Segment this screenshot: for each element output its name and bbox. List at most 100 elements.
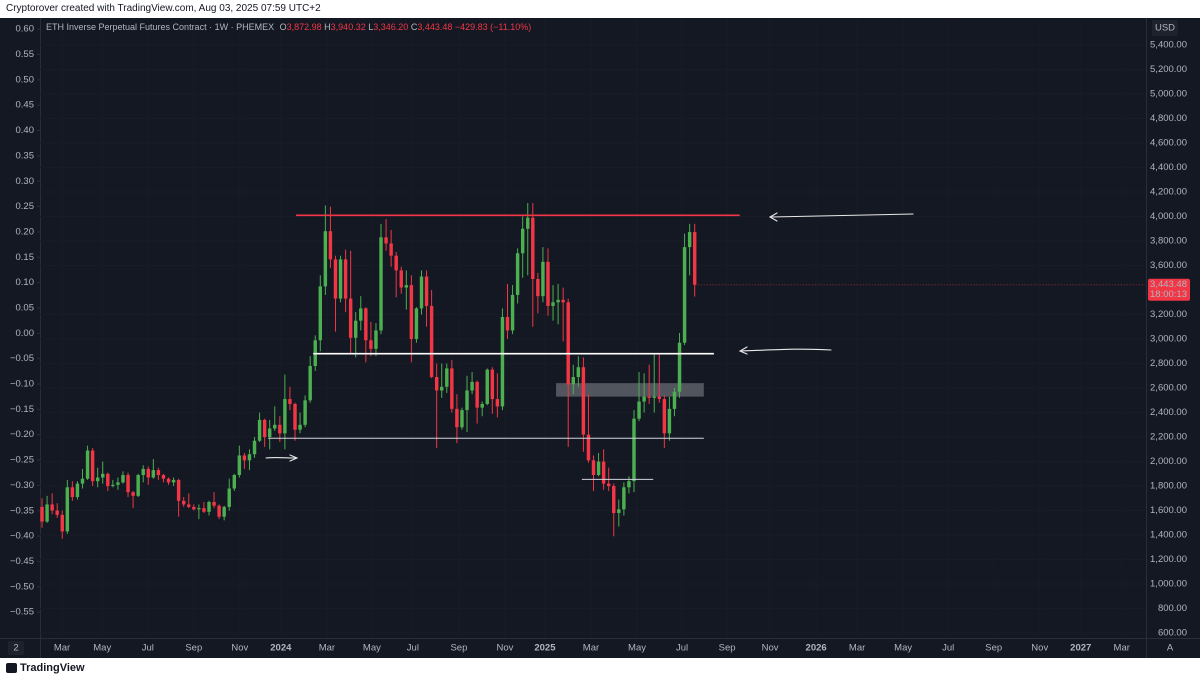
x-tick-label: Jul xyxy=(942,643,954,654)
ohlc-value: 3,872.98 xyxy=(287,22,322,32)
x-tick-label: Mar xyxy=(849,643,865,654)
candle-body xyxy=(323,231,328,287)
candle-body xyxy=(384,237,388,244)
zone xyxy=(556,383,704,397)
y-tick-label: 4,800.00 xyxy=(1150,113,1187,124)
y-tick-label: 3,600.00 xyxy=(1150,260,1187,271)
ohlc-letter: O xyxy=(280,22,287,32)
x-tick-label: Nov xyxy=(497,643,514,654)
candle-body xyxy=(338,259,343,299)
candle-body xyxy=(652,396,656,398)
candle-body xyxy=(460,410,464,428)
candle-body xyxy=(278,424,282,434)
candle-body xyxy=(257,419,262,441)
candle-body xyxy=(429,305,434,378)
ohlc-letter: H xyxy=(324,22,331,32)
candle-body xyxy=(364,308,368,341)
y-tick-label: 1,400.00 xyxy=(1150,530,1187,541)
candle-body xyxy=(576,367,581,378)
y-tick-label: 1,000.00 xyxy=(1150,579,1187,590)
x-tick-label: 2024 xyxy=(270,643,292,654)
candle-body xyxy=(308,365,312,401)
candle-body xyxy=(288,399,292,404)
candle-body xyxy=(60,514,64,532)
arrows xyxy=(265,212,914,462)
y-tick-label: 4,200.00 xyxy=(1150,187,1187,198)
candle-body xyxy=(379,237,383,331)
candle-body xyxy=(485,369,489,404)
y2-tick-label: 0.55 xyxy=(16,49,35,60)
candle-body xyxy=(434,377,439,391)
candle-body xyxy=(161,475,166,479)
y2-tick-label: −0.35 xyxy=(10,505,34,516)
y-tick-label: 2,200.00 xyxy=(1150,432,1187,443)
y-tick-label: 600.00 xyxy=(1158,628,1187,639)
candle-body xyxy=(662,399,667,434)
y2-tick-label: −0.40 xyxy=(10,531,34,542)
candle-body xyxy=(333,259,338,299)
candle-body xyxy=(596,461,601,476)
candle-body xyxy=(40,506,44,522)
credit-bar: Cryptorover created with TradingView.com… xyxy=(0,0,1200,18)
y-tick-label: 5,000.00 xyxy=(1150,88,1187,99)
y-tick-label: 3,200.00 xyxy=(1150,309,1187,320)
y-tick-label: 3,000.00 xyxy=(1150,334,1187,345)
y2-tick-label: 0.50 xyxy=(16,74,35,85)
candle-body xyxy=(687,232,692,248)
footer: TradingView xyxy=(20,662,85,674)
ohlc-letter: C xyxy=(411,22,418,32)
y2-tick-label: 0.60 xyxy=(16,24,35,35)
candle-body xyxy=(101,473,105,478)
candle-body xyxy=(394,255,398,271)
arrow xyxy=(768,212,914,222)
candle-body xyxy=(171,479,176,483)
y2-tick-label: 0.15 xyxy=(16,252,35,263)
candle-body xyxy=(677,342,682,392)
x-tick-label: May xyxy=(894,643,912,654)
y2-tick-label: 0.25 xyxy=(16,201,35,212)
y2-tick-label: 0.30 xyxy=(16,176,35,187)
x-tick-label: Sep xyxy=(450,643,467,654)
candle-body xyxy=(531,217,535,279)
candle-body xyxy=(480,403,484,408)
candle-body xyxy=(465,390,469,411)
candle-body xyxy=(561,299,565,303)
candle-body xyxy=(237,455,242,476)
candle-body xyxy=(445,368,449,387)
arrow xyxy=(738,346,832,355)
candle-body xyxy=(617,509,621,514)
candle-body xyxy=(166,478,171,483)
candle-body xyxy=(318,286,323,341)
y2-tick-label: −0.30 xyxy=(10,480,34,491)
y-tick-label: 2,600.00 xyxy=(1150,383,1187,394)
chart: USD 2 A ETH Inverse Perpetual Futures Co… xyxy=(0,18,1200,658)
x-tick-label: May xyxy=(628,643,646,654)
y-tick-label: 1,800.00 xyxy=(1150,481,1187,492)
candle-body xyxy=(682,247,687,343)
candle-body xyxy=(116,482,120,485)
logo xyxy=(6,663,17,673)
candle-body xyxy=(141,468,145,476)
y2-tick-label: −0.45 xyxy=(10,556,34,567)
x-tick-label: 2026 xyxy=(806,643,827,654)
y2-tick-label: −0.10 xyxy=(10,379,34,390)
candle-body xyxy=(359,308,363,321)
candle-body xyxy=(348,298,353,338)
x-tick-label: Sep xyxy=(185,643,202,654)
candle-body xyxy=(176,479,181,501)
candle-body xyxy=(207,501,211,512)
candle-body xyxy=(136,475,140,496)
corner-box xyxy=(8,641,24,655)
candle-body xyxy=(475,381,479,408)
candle-body xyxy=(672,391,677,409)
x-tick-label: May xyxy=(93,643,111,654)
candle-body xyxy=(389,243,393,256)
y-tick-label: 5,400.00 xyxy=(1150,39,1187,50)
candle-body xyxy=(566,302,570,385)
y2-tick-label: 0.00 xyxy=(16,328,35,339)
candle-body xyxy=(627,481,631,488)
price-tag-label: 3,443.48 xyxy=(1150,279,1187,290)
candle-body xyxy=(667,408,672,434)
x-tick-label: Mar xyxy=(583,643,599,654)
